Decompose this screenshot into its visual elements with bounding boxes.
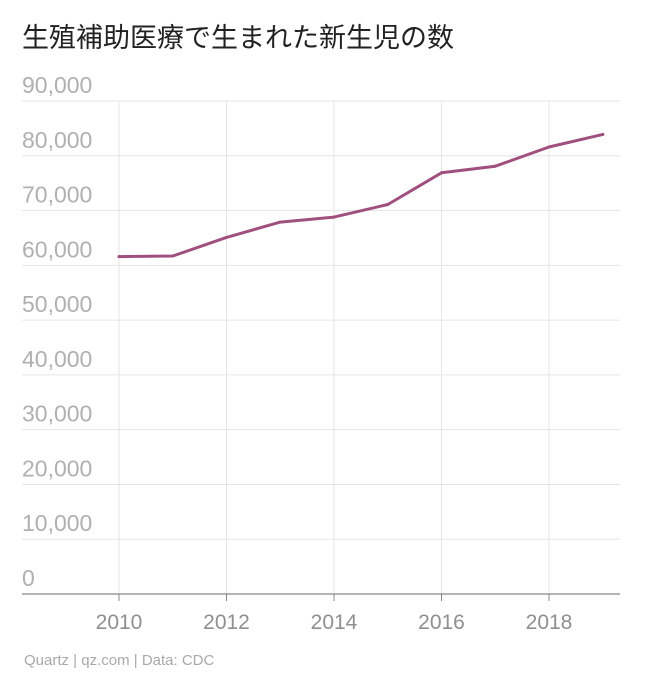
y-tick-label: 70,000 — [22, 182, 92, 208]
data-point — [171, 254, 175, 258]
y-tick-label: 50,000 — [22, 291, 92, 317]
y-axis-ticks: 0 10,000 20,000 30,000 40,000 50,000 60,000 70,… — [22, 72, 92, 591]
y-tick-label: 10,000 — [22, 510, 92, 536]
data-point — [332, 215, 336, 219]
data-point — [493, 164, 497, 168]
data-point — [225, 235, 228, 239]
y-tick-label: 0 — [22, 565, 35, 591]
data-point — [386, 203, 390, 207]
x-tick-label: 2016 — [418, 611, 465, 634]
x-tick-label: 2012 — [203, 611, 250, 634]
data-point — [547, 145, 551, 149]
x-tick-label: 2010 — [96, 611, 143, 634]
y-tick-label: 90,000 — [22, 72, 92, 98]
x-tick-label: 2014 — [311, 611, 358, 634]
series-line — [117, 132, 605, 259]
y-tick-label: 80,000 — [22, 127, 92, 153]
x-tick-label: 2018 — [526, 611, 573, 634]
data-point — [117, 255, 121, 259]
x-axis-ticks: 2010 2012 2014 2016 2018 — [96, 594, 573, 634]
series-layer — [117, 132, 605, 259]
grid-layer — [22, 100, 620, 594]
y-tick-label: 20,000 — [22, 455, 92, 481]
y-tick-label: 60,000 — [22, 236, 92, 262]
y-tick-label: 40,000 — [22, 346, 92, 372]
data-point — [278, 220, 282, 224]
data-point — [440, 171, 443, 175]
source-credit: Quartz | qz.com | Data: CDC — [24, 652, 215, 669]
data-point — [601, 132, 605, 136]
y-tick-label: 30,000 — [22, 401, 92, 427]
chart-title: 生殖補助医療で生まれた新生児の数 — [22, 23, 454, 54]
